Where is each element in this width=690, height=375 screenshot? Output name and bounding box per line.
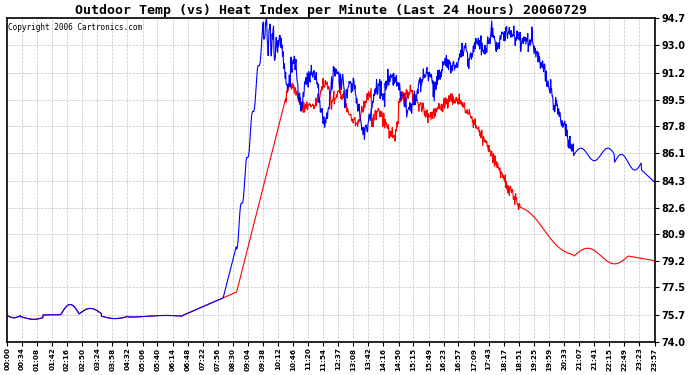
Title: Outdoor Temp (vs) Heat Index per Minute (Last 24 Hours) 20060729: Outdoor Temp (vs) Heat Index per Minute … [75,4,587,17]
Text: Copyright 2006 Cartronics.com: Copyright 2006 Cartronics.com [8,23,143,32]
